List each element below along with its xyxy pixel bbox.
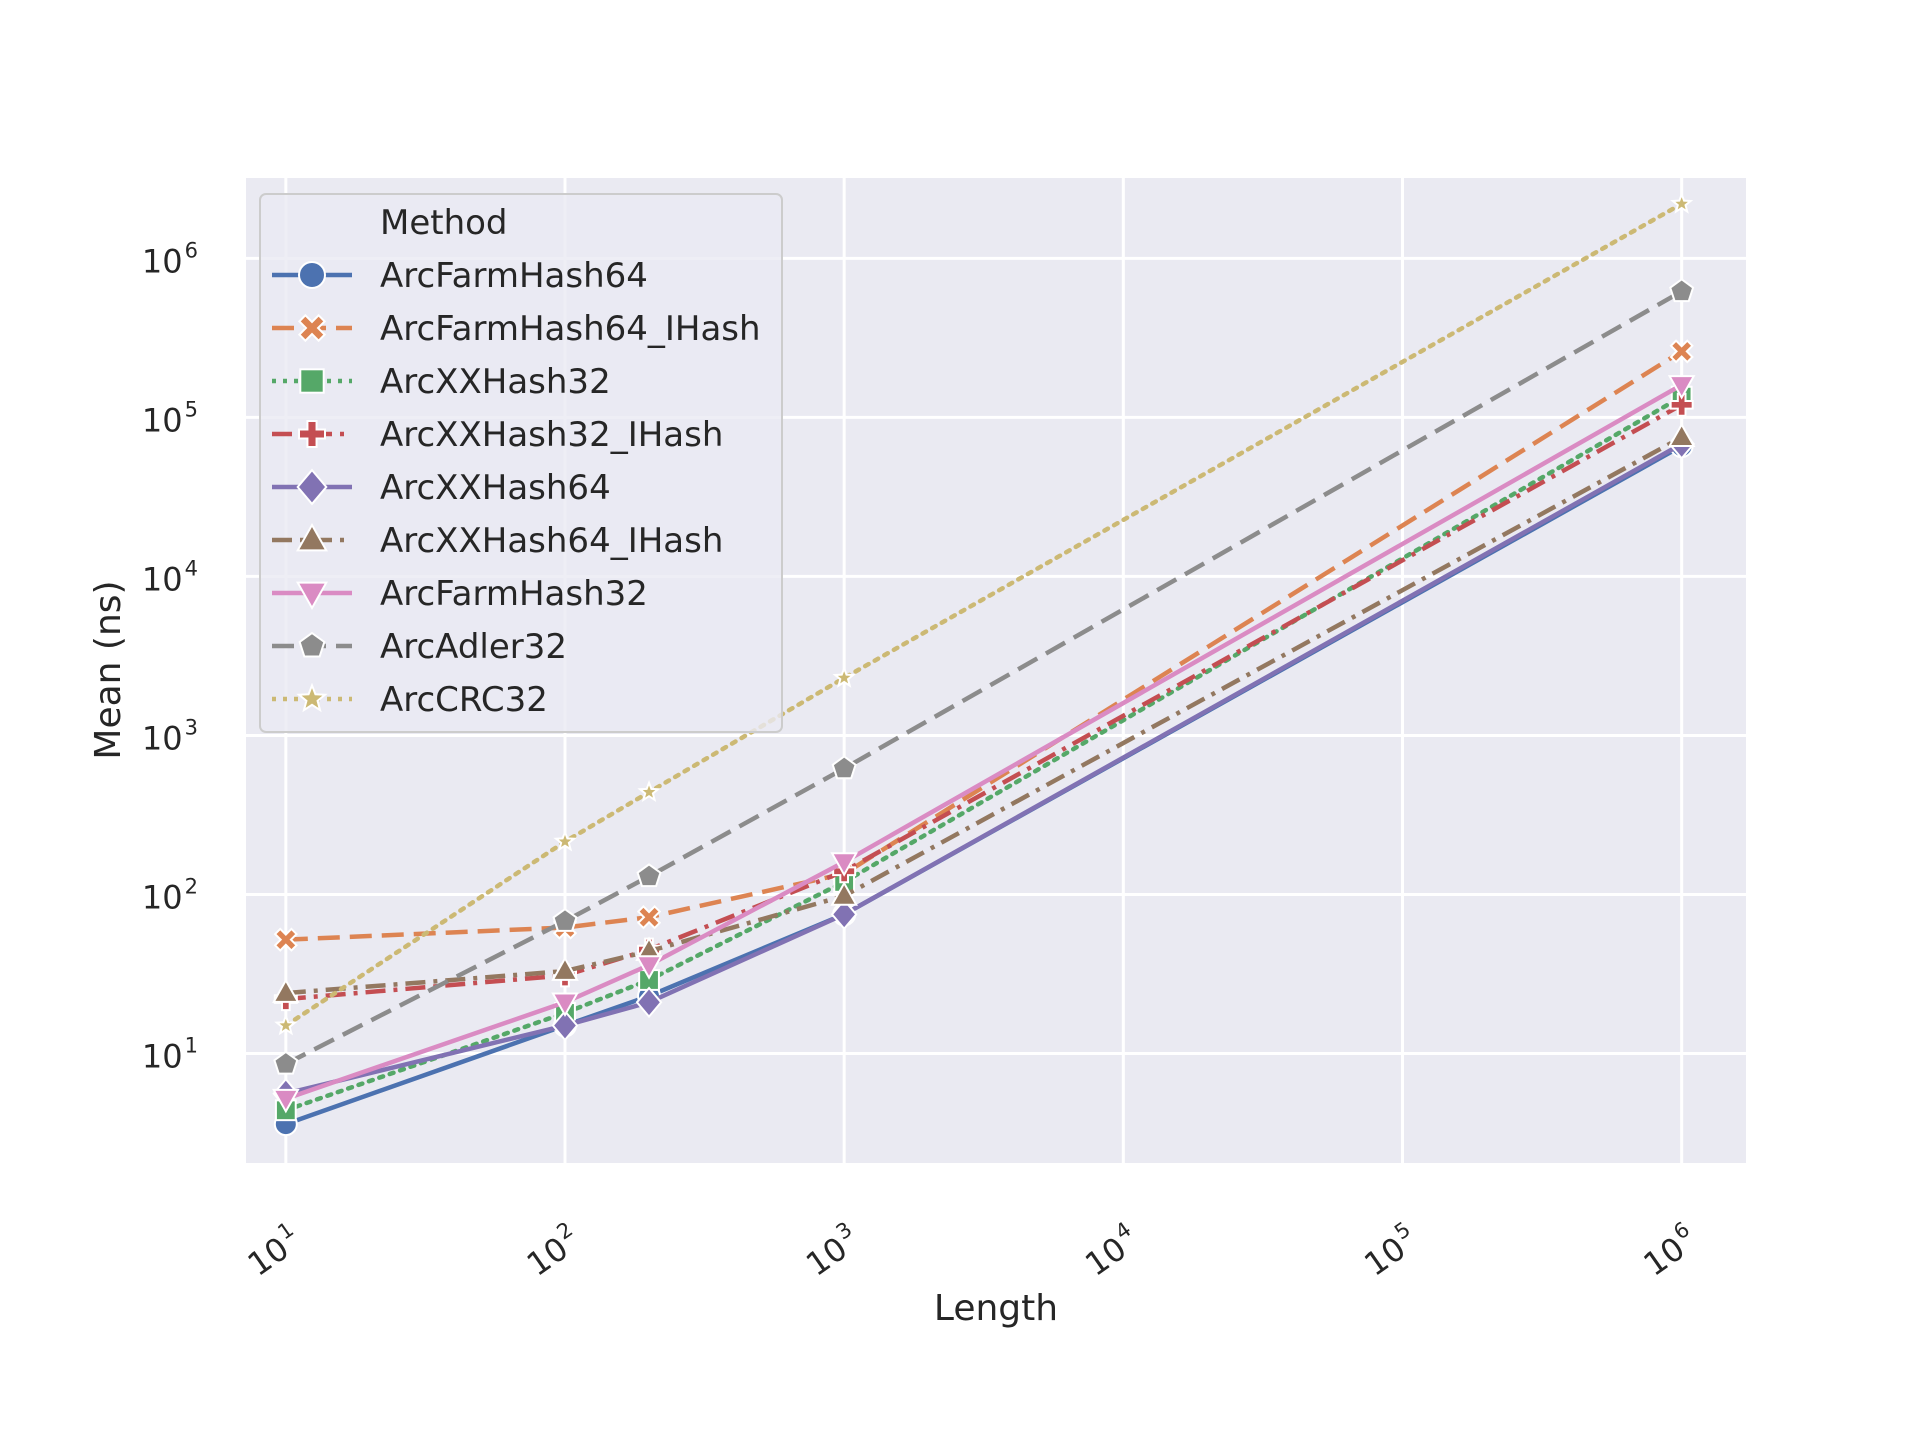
y-tick-label: 106 bbox=[142, 238, 198, 280]
legend-label: ArcXXHash64_IHash bbox=[380, 521, 723, 561]
x-tick-label: 106 bbox=[1634, 1217, 1704, 1284]
legend-item-arcxxhash64: ArcXXHash64 bbox=[272, 468, 611, 508]
data-point-arcadler32 bbox=[636, 863, 662, 888]
legend-label: ArcFarmHash64 bbox=[380, 256, 648, 296]
series-arcfarmhash32 bbox=[272, 375, 1696, 1114]
legend-marker bbox=[298, 631, 326, 658]
y-tick-label: 101 bbox=[142, 1034, 198, 1076]
x-tick-label: 102 bbox=[518, 1217, 588, 1284]
data-point-arcfarmhash32 bbox=[635, 955, 663, 980]
data-point-arcfarmhash64-ihash bbox=[1669, 339, 1694, 364]
data-point-arcxxhash64 bbox=[830, 898, 858, 931]
legend-label: ArcFarmHash64_IHash bbox=[380, 309, 761, 349]
series-arccrc32 bbox=[274, 191, 1694, 1036]
data-point-arcxxhash64 bbox=[635, 986, 663, 1019]
data-point-arcadler32 bbox=[1669, 278, 1695, 303]
legend-marker bbox=[297, 313, 327, 343]
legend-label: ArcCRC32 bbox=[380, 680, 548, 720]
y-tick-label: 105 bbox=[142, 397, 198, 439]
data-point-arcfarmhash32 bbox=[1667, 375, 1696, 400]
y-tick-label: 103 bbox=[142, 715, 198, 757]
legend-marker bbox=[296, 468, 328, 506]
legend-label: ArcXXHash32_IHash bbox=[380, 415, 723, 455]
x-tick-label: 104 bbox=[1076, 1217, 1146, 1284]
legend-marker bbox=[296, 682, 328, 713]
data-point-arccrc32 bbox=[637, 779, 661, 803]
data-point-arcfarmhash32 bbox=[551, 992, 579, 1017]
data-point-arcfarmhash32 bbox=[830, 852, 858, 877]
legend-marker bbox=[298, 261, 326, 289]
data-point-arcxxhash32-ihash bbox=[1669, 392, 1694, 417]
legend-marker bbox=[295, 581, 329, 610]
data-point-arcxxhash64-ihash bbox=[551, 956, 579, 981]
data-point-arccrc32 bbox=[553, 829, 577, 852]
data-point-arcxxhash64-ihash bbox=[830, 881, 858, 906]
x-tick-label: 101 bbox=[238, 1217, 308, 1284]
data-point-arcadler32 bbox=[273, 1050, 299, 1075]
data-point-arcadler32 bbox=[831, 755, 857, 780]
series-line-arcadler32 bbox=[284, 289, 1683, 1066]
legend-label: ArcAdler32 bbox=[380, 627, 567, 667]
legend-item-arcfarmhash64-ihash: ArcFarmHash64_IHash bbox=[272, 309, 761, 349]
data-point-arcxxhash64-ihash bbox=[1667, 422, 1696, 448]
legend-marker bbox=[298, 420, 326, 448]
legend-item-arcadler32: ArcAdler32 bbox=[272, 627, 567, 667]
data-point-arccrc32 bbox=[832, 665, 856, 688]
legend-label: ArcFarmHash32 bbox=[380, 574, 648, 614]
legend-item-arcfarmhash64: ArcFarmHash64 bbox=[272, 256, 648, 296]
y-tick-labels: 101 102 103 104 105 106 bbox=[142, 238, 198, 1075]
x-axis-label: Length bbox=[934, 1288, 1058, 1329]
legend-item-arcxxhash32-ihash: ArcXXHash32_IHash bbox=[272, 415, 723, 455]
data-point-arcxxhash64-ihash bbox=[272, 978, 300, 1003]
data-point-arcfarmhash64-ihash bbox=[636, 905, 662, 930]
y-tick-label: 102 bbox=[142, 875, 198, 917]
data-point-arcadler32 bbox=[552, 907, 578, 932]
series-arcadler32 bbox=[273, 278, 1695, 1075]
legend-marker bbox=[299, 368, 325, 394]
x-tick-label: 105 bbox=[1355, 1217, 1425, 1284]
legend-box bbox=[259, 193, 783, 733]
data-point-arcfarmhash32 bbox=[272, 1088, 300, 1114]
legend-title: Method bbox=[380, 203, 508, 243]
legend-label: ArcXXHash64 bbox=[380, 468, 611, 508]
legend-item-arcfarmhash32: ArcFarmHash32 bbox=[272, 574, 648, 614]
data-point-arcfarmhash64-ihash bbox=[273, 927, 298, 952]
legend-item-arcxxhash64-ihash: ArcXXHash64_IHash bbox=[272, 521, 723, 561]
legend-label: ArcXXHash32 bbox=[380, 362, 611, 402]
legend-item-arccrc32: ArcCRC32 bbox=[272, 680, 548, 720]
legend: Method ArcFarmHash64 ArcFarmHash64_IHash A… bbox=[259, 193, 783, 733]
data-point-arccrc32 bbox=[274, 1013, 298, 1036]
y-tick-label: 104 bbox=[142, 556, 198, 598]
data-point-arccrc32 bbox=[1670, 191, 1694, 214]
legend-item-arcxxhash32: ArcXXHash32 bbox=[272, 362, 611, 402]
series-lines bbox=[272, 191, 1696, 1137]
data-point-arcxxhash64 bbox=[551, 1009, 579, 1042]
series-arcxxhash64-ihash bbox=[272, 422, 1696, 1003]
x-tick-label: 103 bbox=[797, 1217, 867, 1284]
legend-marker bbox=[295, 523, 329, 552]
x-tick-labels: 101 102 103 104 105 106 bbox=[238, 1217, 1704, 1284]
y-axis-label: Mean (ns) bbox=[88, 580, 129, 759]
